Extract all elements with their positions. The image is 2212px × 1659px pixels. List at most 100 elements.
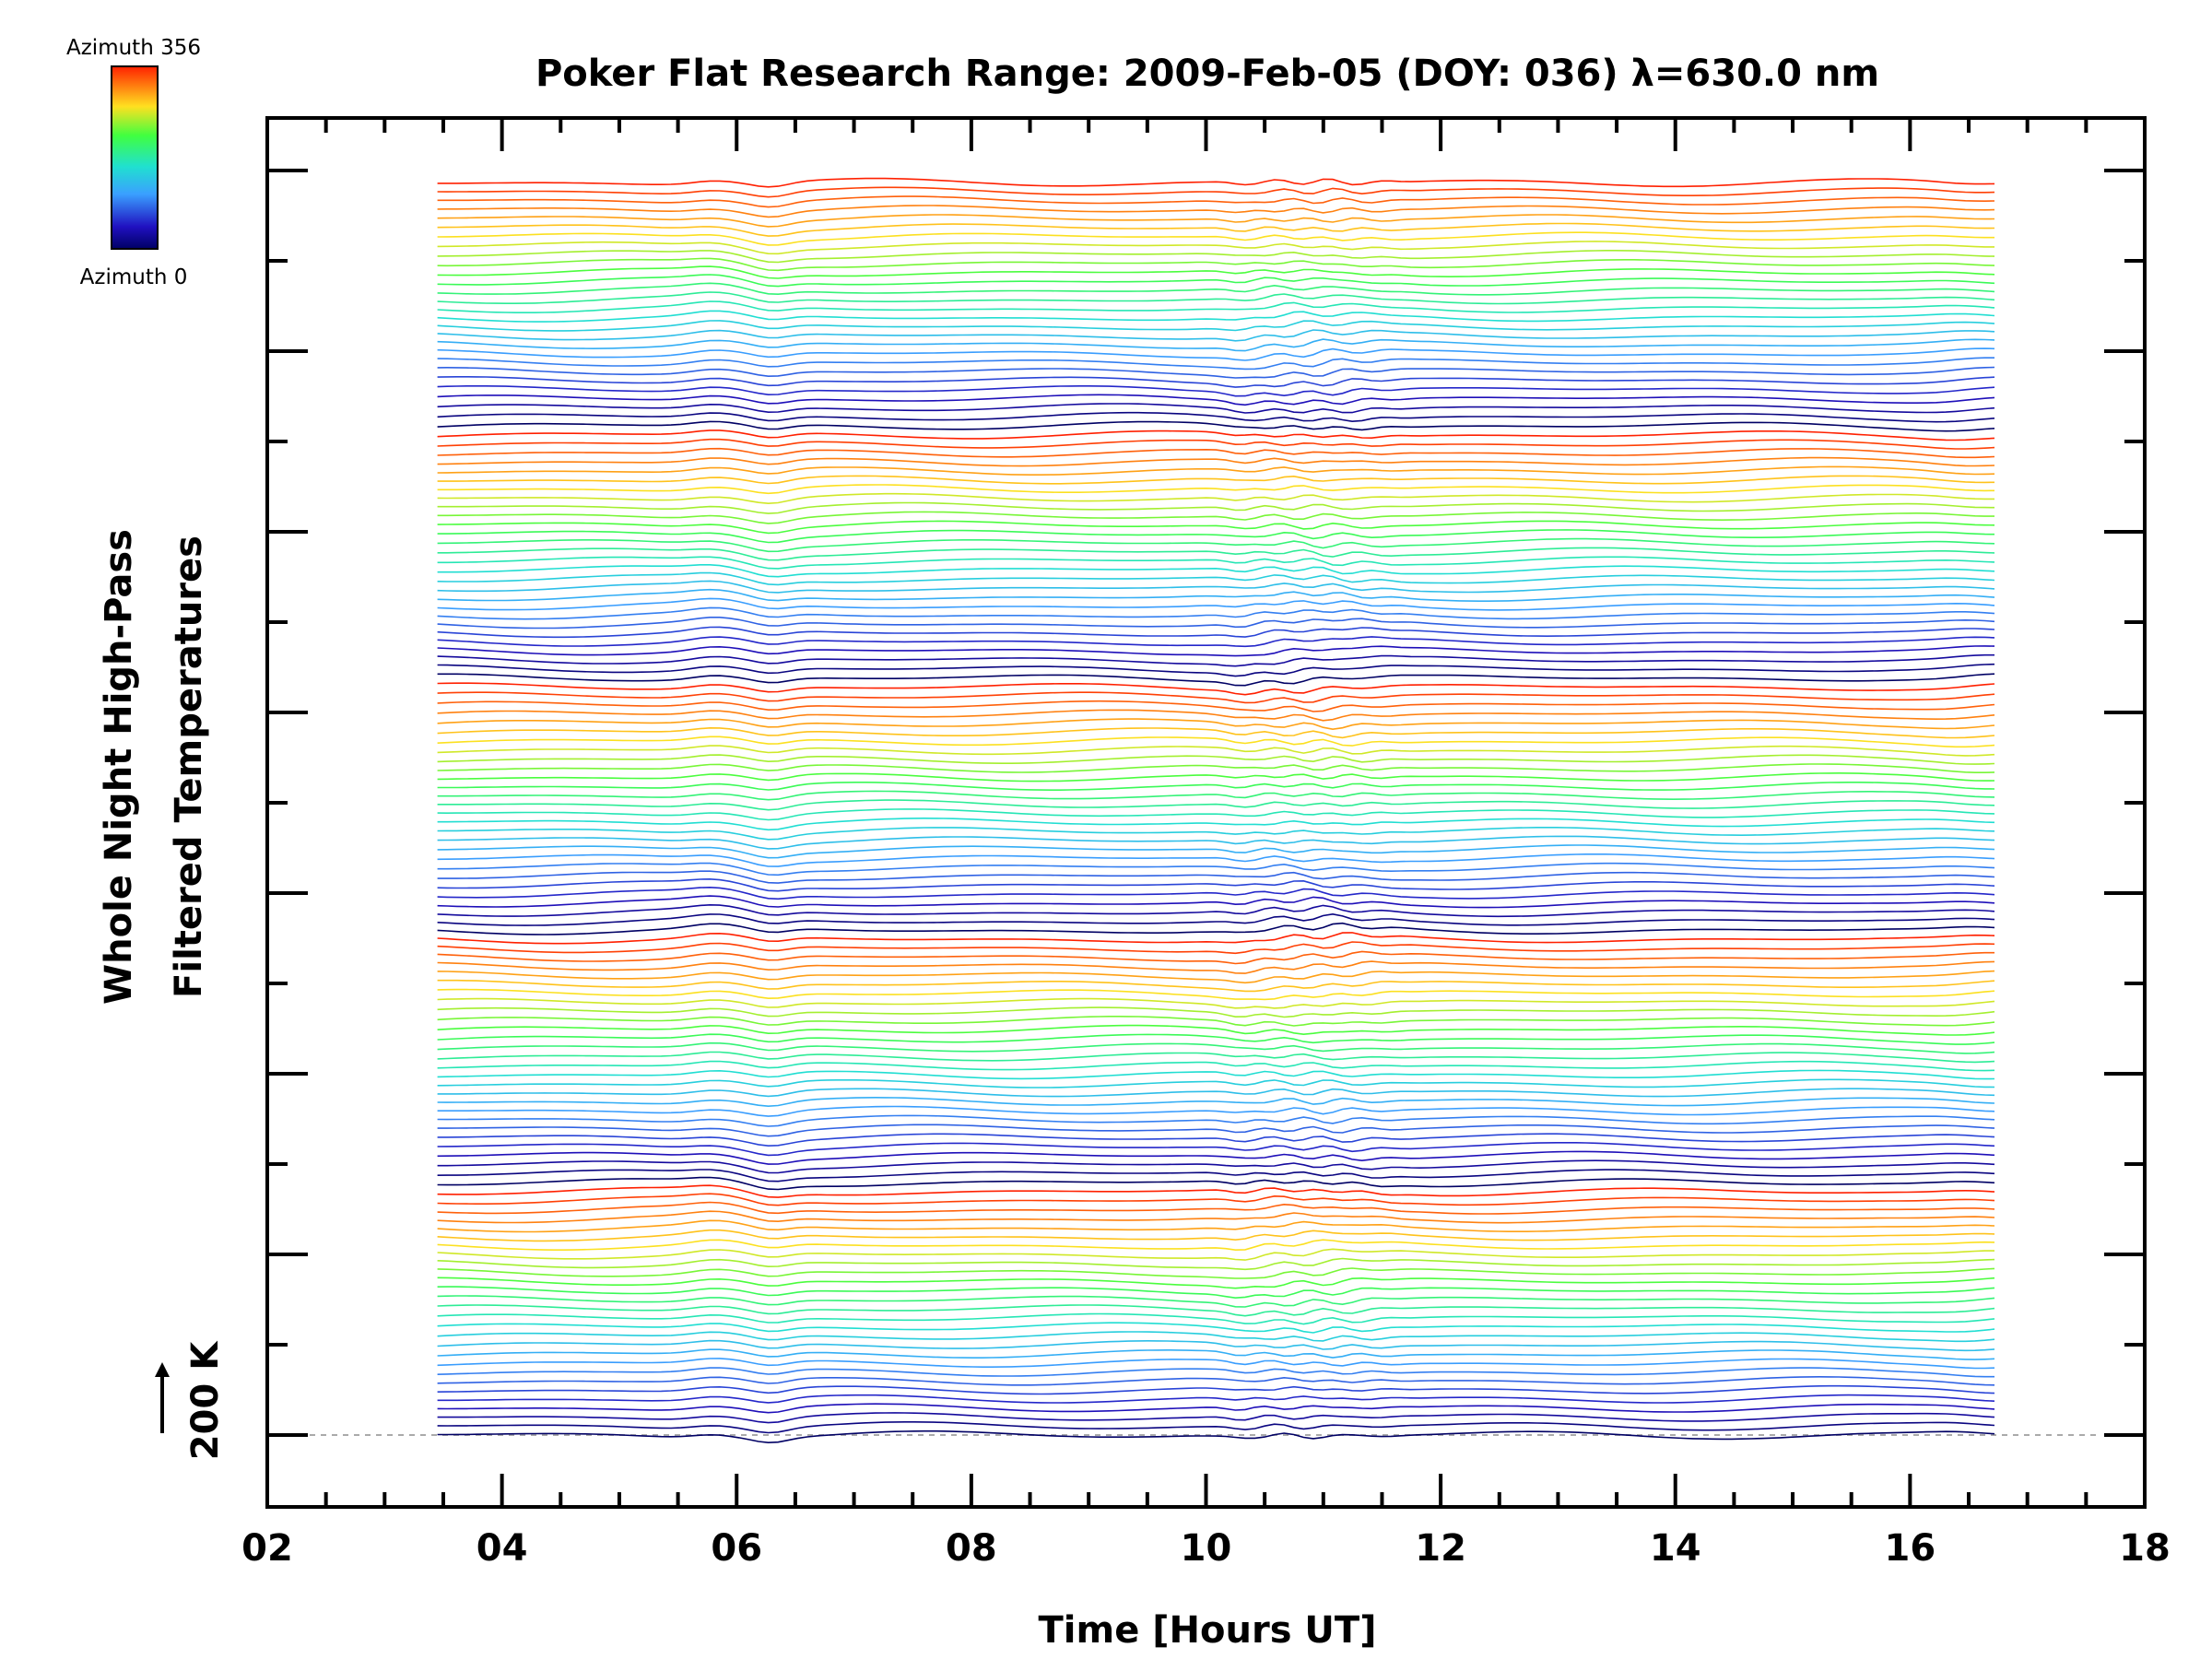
- x-tick-label: 10: [1181, 1527, 1232, 1570]
- temperature-trace: [437, 376, 1995, 388]
- temperature-trace: [437, 636, 1995, 648]
- temperature-trace: [437, 700, 1995, 712]
- temperature-trace: [437, 177, 1995, 188]
- temperature-trace: [437, 790, 1995, 801]
- temperature-trace: [437, 1403, 1995, 1414]
- temperature-trace: [437, 817, 1995, 831]
- temperature-trace: [437, 403, 1995, 414]
- temperature-trace: [437, 1193, 1995, 1206]
- temperature-trace: [437, 222, 1995, 237]
- temperature-trace: [437, 1348, 1995, 1360]
- temperature-trace: [437, 250, 1995, 264]
- temperature-trace: [437, 438, 1995, 450]
- temperature-trace: [437, 1239, 1995, 1252]
- temperature-trace: [437, 366, 1995, 379]
- temperature-trace: [437, 1375, 1995, 1386]
- temperature-trace: [437, 960, 1995, 974]
- x-axis-label: Time [Hours UT]: [1039, 1609, 1377, 1652]
- x-tick-label: 08: [946, 1527, 997, 1570]
- temperature-trace: [437, 597, 1995, 611]
- temperature-trace: [437, 1088, 1995, 1098]
- temperature-trace: [437, 588, 1995, 602]
- temperature-trace: [437, 1016, 1995, 1027]
- temperature-trace: [437, 726, 1995, 739]
- temperature-trace: [437, 895, 1995, 909]
- scale-bar-arrow-icon: [155, 1362, 170, 1377]
- temperature-trace: [437, 1096, 1995, 1108]
- temperature-trace: [437, 214, 1995, 228]
- y-axis-label-line2: Filtered Temperatures: [168, 535, 210, 998]
- axis-ticks: [265, 118, 2147, 1507]
- temperature-trace: [437, 257, 1995, 272]
- temperature-trace: [437, 1304, 1995, 1317]
- temperature-trace: [437, 1210, 1995, 1224]
- temperature-trace: [437, 862, 1995, 877]
- temperature-trace: [437, 1430, 1995, 1444]
- temperature-trace: [437, 420, 1995, 432]
- temperature-trace: [437, 988, 1995, 1001]
- temperature-trace: [437, 1421, 1995, 1434]
- x-tick-label: 14: [1650, 1527, 1701, 1570]
- temperature-trace: [437, 556, 1995, 570]
- temperature-trace: [437, 195, 1995, 208]
- temperature-trace: [437, 771, 1995, 782]
- temperature-trace: [437, 682, 1995, 696]
- temperature-trace: [437, 1060, 1995, 1072]
- temperature-trace: [437, 511, 1994, 524]
- temperature-trace: [437, 1114, 1995, 1127]
- temperature-trace: [437, 932, 1995, 945]
- temperature-trace: [437, 663, 1995, 677]
- temperature-trace: [437, 265, 1995, 279]
- temperature-trace: [437, 1257, 1995, 1271]
- temperature-trace: [437, 941, 1995, 955]
- temperature-trace: [437, 291, 1995, 305]
- x-tick-label: 12: [1415, 1527, 1466, 1570]
- temperature-trace: [437, 1312, 1995, 1325]
- temperature-trace: [437, 411, 1995, 423]
- azimuth-colorbar: Azimuth 356 Azimuth 0: [66, 36, 201, 289]
- temperature-trace: [437, 580, 1995, 594]
- temperature-trace: [437, 1150, 1995, 1165]
- temperature-trace: [437, 912, 1995, 926]
- temperature-trace: [437, 205, 1995, 218]
- temperature-trace: [437, 547, 1995, 561]
- temperature-trace: [437, 338, 1995, 352]
- temperature-trace: [437, 1124, 1995, 1137]
- temperature-trace: [437, 571, 1995, 586]
- temperature-trace: [437, 329, 1995, 342]
- temperature-trace: [437, 1006, 1995, 1018]
- temperature-trace: [437, 456, 1995, 467]
- temperature-trace: [437, 1169, 1995, 1182]
- temperature-trace: [437, 877, 1995, 892]
- temperature-trace: [437, 274, 1995, 288]
- temperature-trace: [437, 1142, 1995, 1157]
- temperature-trace: [437, 347, 1995, 361]
- temperature-trace: [437, 320, 1995, 332]
- temperature-trace: [437, 1394, 1995, 1404]
- temperature-trace: [437, 1229, 1995, 1242]
- temperature-trace: [437, 853, 1995, 867]
- temperature-trace: [437, 186, 1995, 198]
- temperature-trace: [437, 484, 1995, 495]
- y-axis-label-line1: Whole Night High-Pass: [98, 529, 140, 1005]
- temperature-trace: [437, 394, 1995, 406]
- temperature-trace: [437, 626, 1995, 639]
- temperature-trace: [437, 501, 1995, 514]
- temperature-trace: [437, 300, 1995, 313]
- temperature-trace: [437, 429, 1995, 441]
- temperature-trace: [437, 979, 1995, 993]
- x-tick-label: 18: [2119, 1527, 2171, 1570]
- temperature-trace: [437, 782, 1995, 791]
- temperature-trace: [437, 282, 1995, 296]
- temperature-trace: [437, 1176, 1995, 1191]
- temperature-trace: [437, 1024, 1995, 1036]
- temperature-trace: [437, 385, 1995, 397]
- temperature-trace: [437, 922, 1995, 935]
- x-tick-label: 02: [241, 1527, 293, 1570]
- temperature-trace: [437, 1331, 1995, 1343]
- temperature-trace: [437, 763, 1995, 773]
- temperature-trace: [437, 691, 1995, 704]
- temperature-trace: [437, 1078, 1995, 1088]
- temperature-trace: [437, 1339, 1995, 1352]
